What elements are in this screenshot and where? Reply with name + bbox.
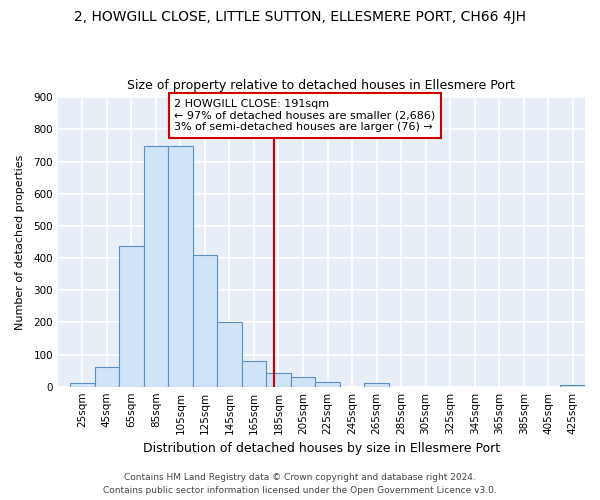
Bar: [70, 384, 95, 386]
Bar: [364, 384, 389, 386]
X-axis label: Distribution of detached houses by size in Ellesmere Port: Distribution of detached houses by size …: [143, 442, 500, 455]
Bar: [119, 246, 143, 386]
Bar: [217, 322, 242, 386]
Text: Contains HM Land Registry data © Crown copyright and database right 2024.
Contai: Contains HM Land Registry data © Crown c…: [103, 474, 497, 495]
Bar: [291, 377, 315, 386]
Bar: [266, 373, 291, 386]
Bar: [315, 382, 340, 386]
Bar: [193, 255, 217, 386]
Title: Size of property relative to detached houses in Ellesmere Port: Size of property relative to detached ho…: [127, 79, 515, 92]
Y-axis label: Number of detached properties: Number of detached properties: [15, 154, 25, 330]
Bar: [168, 146, 193, 386]
Text: 2, HOWGILL CLOSE, LITTLE SUTTON, ELLESMERE PORT, CH66 4JH: 2, HOWGILL CLOSE, LITTLE SUTTON, ELLESME…: [74, 10, 526, 24]
Bar: [242, 361, 266, 386]
Bar: [560, 385, 585, 386]
Bar: [143, 146, 168, 386]
Text: 2 HOWGILL CLOSE: 191sqm
← 97% of detached houses are smaller (2,686)
3% of semi-: 2 HOWGILL CLOSE: 191sqm ← 97% of detache…: [174, 99, 436, 132]
Bar: [95, 368, 119, 386]
